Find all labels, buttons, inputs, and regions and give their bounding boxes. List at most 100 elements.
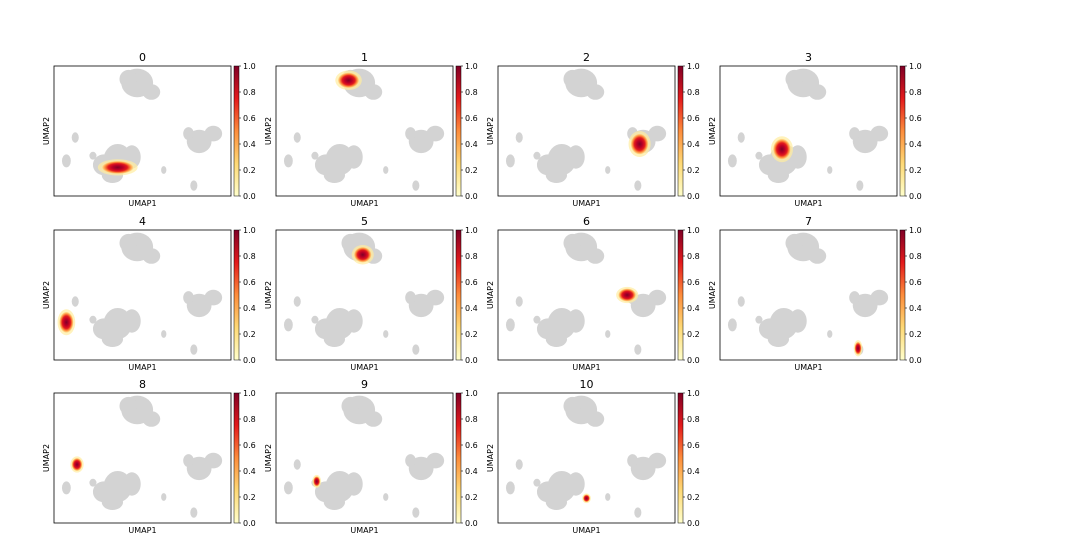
- y-axis-label: UMAP2: [42, 117, 51, 145]
- colorbar-tick-label: 0.2: [243, 330, 256, 339]
- background-point-cloud: [767, 331, 790, 348]
- colorbar: [233, 392, 240, 524]
- colorbar-tick-label: 0.0: [909, 192, 922, 201]
- plot-frame: [53, 392, 232, 524]
- panel-7: 7 UMAP1 UMAP2 0.0 0.2 0.4 0.6 0.8 1.0: [708, 215, 922, 372]
- panel-title: 0: [139, 51, 146, 64]
- colorbar-tick-label: 0.6: [909, 114, 922, 123]
- colorbar-tick-label: 0.4: [687, 467, 700, 476]
- x-axis-label: UMAP1: [350, 199, 378, 208]
- colorbar-tick-label: 0.4: [909, 140, 922, 149]
- background-point-cloud: [61, 481, 71, 495]
- colorbar-tick-label: 1.0: [243, 226, 256, 235]
- background-point-cloud: [61, 154, 71, 168]
- background-point-cloud: [785, 69, 804, 89]
- background-point-cloud: [190, 180, 198, 191]
- density-hotspot: [353, 246, 372, 263]
- plot-frame: [497, 392, 676, 524]
- colorbar-tick-label: 0.0: [243, 519, 256, 528]
- plot-frame: [275, 392, 454, 524]
- panel-title: 3: [805, 51, 812, 64]
- x-axis-label: UMAP1: [572, 526, 600, 535]
- panel-0: 0 UMAP1 UMAP2 0.0 0.2 0.4 0.6 0.8 1.0: [42, 51, 256, 208]
- panel-title: 1: [361, 51, 368, 64]
- plot-frame: [497, 65, 676, 197]
- background-point-cloud: [827, 330, 833, 338]
- colorbar-tick-label: 0.8: [909, 88, 922, 97]
- colorbar-tick-label: 0.8: [465, 88, 478, 97]
- colorbar: [455, 65, 462, 197]
- background-point-cloud: [383, 166, 389, 174]
- x-axis-label: UMAP1: [128, 363, 156, 372]
- background-point-cloud: [515, 132, 523, 143]
- plot-frame: [275, 65, 454, 197]
- background-point-cloud: [634, 180, 642, 191]
- background-point-cloud: [161, 330, 167, 338]
- plot-area: [283, 395, 445, 518]
- plot-frame: [719, 229, 898, 361]
- colorbar-tick-label: 0.8: [465, 252, 478, 261]
- background-point-cloud: [648, 125, 667, 142]
- x-axis-label: UMAP1: [794, 199, 822, 208]
- background-point-cloud: [789, 309, 807, 333]
- y-axis-label: UMAP2: [42, 281, 51, 309]
- plot-frame: [53, 229, 232, 361]
- background-point-cloud: [505, 481, 515, 495]
- plot-area: [61, 395, 223, 518]
- background-point-cloud: [605, 166, 611, 174]
- y-axis-label: UMAP2: [486, 444, 495, 472]
- colorbar-tick-label: 0.6: [243, 114, 256, 123]
- background-point-cloud: [311, 315, 319, 324]
- background-point-cloud: [345, 309, 363, 333]
- background-point-cloud: [545, 167, 568, 183]
- density-hotspot: [618, 288, 637, 302]
- density-hotspot: [101, 160, 134, 174]
- colorbar-tick-label: 1.0: [687, 389, 700, 398]
- background-point-cloud: [293, 296, 301, 307]
- colorbar-tick-label: 0.4: [465, 304, 478, 313]
- colorbar-tick-label: 0.6: [687, 278, 700, 287]
- colorbar-tick-label: 0.8: [465, 415, 478, 424]
- background-point-cloud: [567, 309, 585, 333]
- background-point-cloud: [190, 507, 198, 518]
- colorbar-tick-label: 0.0: [243, 192, 256, 201]
- background-point-cloud: [345, 472, 363, 496]
- background-point-cloud: [755, 315, 763, 324]
- colorbar-tick-label: 0.2: [687, 166, 700, 175]
- background-point-cloud: [123, 472, 141, 496]
- background-point-cloud: [426, 452, 445, 469]
- panel-5: 5 UMAP1 UMAP2 0.0 0.2 0.4 0.6 0.8 1.0: [264, 215, 478, 372]
- background-point-cloud: [634, 507, 642, 518]
- panel-title: 5: [361, 215, 368, 228]
- colorbar-tick-label: 0.8: [243, 415, 256, 424]
- colorbar-tick-label: 0.0: [465, 192, 478, 201]
- colorbar-tick-label: 0.2: [909, 330, 922, 339]
- colorbar-tick-label: 0.0: [243, 356, 256, 365]
- plot-frame: [719, 65, 898, 197]
- plot-area: [283, 232, 445, 355]
- colorbar-tick-label: 0.6: [465, 441, 478, 450]
- colorbar-tick-label: 0.8: [687, 88, 700, 97]
- background-point-cloud: [204, 452, 223, 469]
- background-point-cloud: [311, 151, 319, 160]
- background-point-cloud: [545, 331, 568, 348]
- background-point-cloud: [545, 494, 568, 511]
- colorbar-tick-label: 1.0: [687, 226, 700, 235]
- background-point-cloud: [849, 291, 860, 305]
- density-hotspot: [313, 476, 321, 487]
- plot-area: [505, 68, 667, 191]
- panel-6: 6 UMAP1 UMAP2 0.0 0.2 0.4 0.6 0.8 1.0: [486, 215, 700, 372]
- background-point-cloud: [785, 233, 804, 253]
- background-point-cloud: [142, 248, 161, 264]
- y-axis-label: UMAP2: [708, 281, 717, 309]
- plot-area: [727, 68, 889, 191]
- colorbar-tick-label: 0.4: [909, 304, 922, 313]
- y-axis-label: UMAP2: [264, 444, 273, 472]
- plot-area: [505, 395, 667, 518]
- colorbar: [455, 229, 462, 361]
- colorbar-tick-label: 0.8: [909, 252, 922, 261]
- background-point-cloud: [119, 69, 138, 89]
- background-point-cloud: [533, 151, 541, 160]
- colorbar-tick-label: 0.0: [465, 519, 478, 528]
- background-point-cloud: [856, 180, 864, 191]
